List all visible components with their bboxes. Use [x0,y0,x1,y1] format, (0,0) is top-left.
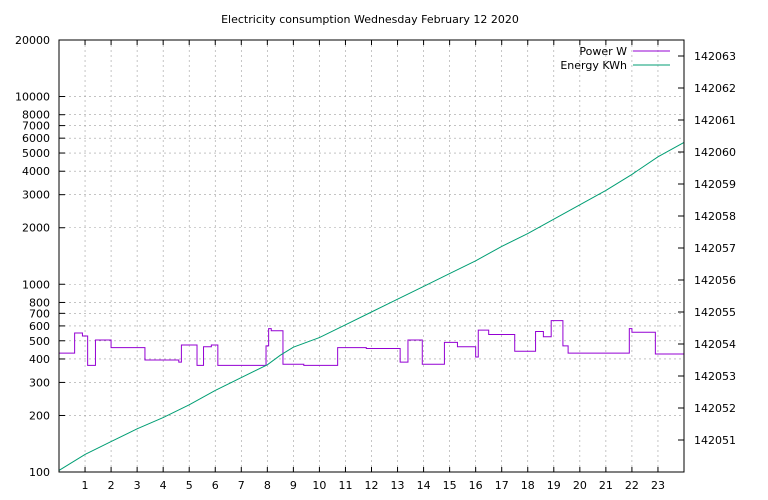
y-left-tick-label: 20000 [15,34,50,47]
y-right-tick-label: 142057 [694,242,736,255]
legend-label-energy: Energy KWh [560,59,627,72]
series-layer [58,141,685,471]
y-left-tick-label: 10000 [15,91,50,104]
y-right-tick-label: 142056 [694,274,736,287]
x-tick-label: 3 [134,479,141,492]
x-tick-label: 18 [521,479,535,492]
x-tick-label: 1 [82,479,89,492]
x-tick-label: 7 [238,479,245,492]
y-right-tick-label: 142060 [694,146,736,159]
x-tick-label: 6 [212,479,219,492]
y-left-tick-label: 7000 [22,120,50,133]
x-tick-label: 10 [312,479,326,492]
x-tick-label: 2 [108,479,115,492]
y-left-tick-label: 800 [29,296,50,309]
y-right-tick-label: 142058 [694,210,736,223]
x-tick-label: 20 [573,479,587,492]
x-tick-label: 11 [338,479,352,492]
x-tick-label: 12 [365,479,379,492]
y-left-tick-label: 6000 [22,132,50,145]
y-right-tick-label: 142061 [694,114,736,127]
axis-layer: 1 2 3 4 5 6 7 8 9 10 11 12 13 14 15 16 17 18 19 20 21 22 23100… [15,34,736,492]
legend-label-power: Power W [579,45,627,58]
y-left-tick-label: 200 [29,409,50,422]
x-tick-label: 22 [625,479,639,492]
chart-title: Electricity consumption Wednesday Februa… [221,13,519,26]
x-tick-label: 15 [443,479,457,492]
x-tick-label: 9 [290,479,297,492]
y-left-tick-label: 1000 [22,278,50,291]
y-left-tick-label: 5000 [22,147,50,160]
grid-layer [59,40,684,472]
y-right-tick-label: 142054 [694,338,736,351]
x-tick-label: 19 [547,479,561,492]
y-left-tick-label: 4000 [22,165,50,178]
series-power-line [59,320,684,366]
x-tick-label: 16 [469,479,483,492]
x-tick-label: 23 [651,479,665,492]
y-left-tick-label: 400 [29,353,50,366]
x-tick-label: 17 [495,479,509,492]
x-tick-label: 5 [186,479,193,492]
y-left-tick-label: 100 [29,466,50,479]
y-left-tick-label: 600 [29,320,50,333]
y-left-tick-label: 500 [29,335,50,348]
x-tick-label: 21 [599,479,613,492]
x-tick-label: 4 [160,479,167,492]
y-right-tick-label: 142053 [694,370,736,383]
series-energy-line [58,141,685,471]
y-left-tick-label: 3000 [22,189,50,202]
y-right-tick-label: 142059 [694,178,736,191]
y-right-tick-label: 142052 [694,402,736,415]
y-right-tick-label: 142063 [694,50,736,63]
y-left-tick-label: 700 [29,307,50,320]
y-left-tick-label: 300 [29,376,50,389]
y-right-tick-label: 142051 [694,434,736,447]
y-right-tick-label: 142062 [694,82,736,95]
legend: Power W Energy KWh [560,45,670,72]
y-left-tick-label: 2000 [22,222,50,235]
x-tick-label: 13 [391,479,405,492]
y-right-tick-label: 142055 [694,306,736,319]
y-left-tick-label: 8000 [22,109,50,122]
x-tick-label: 14 [417,479,431,492]
x-tick-label: 8 [264,479,271,492]
